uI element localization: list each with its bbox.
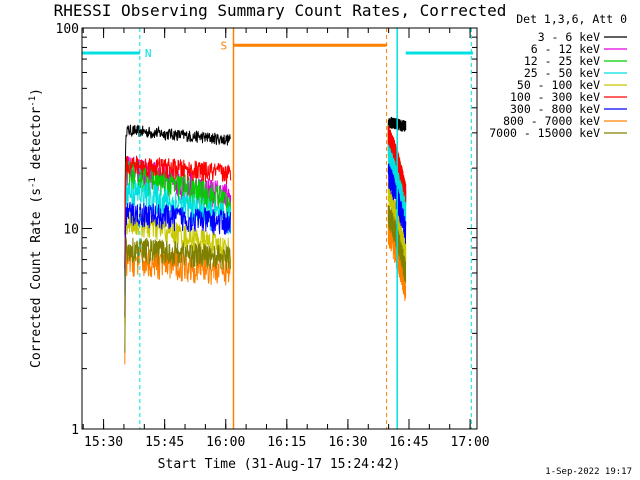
y-label-part: detector	[29, 107, 44, 178]
y-label-part: Corrected Count Rate (s	[29, 188, 44, 368]
x-tick-label: 16:15	[267, 435, 306, 450]
series-trace	[124, 201, 232, 318]
series-trace	[124, 155, 232, 269]
legend-entry-label: 12 - 25 keV	[524, 54, 600, 68]
y-label-superscript: -1	[28, 96, 38, 107]
marker-label: S	[220, 39, 227, 52]
series-trace	[124, 245, 232, 365]
y-axis-label: Corrected Count Rate (s-1 detector-1)	[28, 88, 44, 368]
x-axis-label: Start Time (31-Aug-17 15:24:42)	[158, 457, 401, 472]
x-tick-label: 16:00	[206, 435, 245, 450]
x-tick-label: 15:30	[84, 435, 123, 450]
x-tick-label: 17:00	[451, 435, 490, 450]
x-tick-label: 16:45	[389, 435, 428, 450]
y-tick-label: 10	[63, 223, 79, 238]
series-7000-15000-kev	[124, 204, 407, 353]
legend-entry-label: 50 - 100 keV	[517, 78, 600, 92]
series-trace	[124, 124, 231, 235]
legend-entry-label: 800 - 7000 keV	[503, 114, 600, 128]
legend-header: Det 1,3,6, Att 0	[516, 12, 627, 26]
y-tick-label: 1	[71, 423, 79, 438]
x-tick-label: 16:30	[328, 435, 367, 450]
legend-entry-label: 3 - 6 keV	[538, 30, 600, 44]
chart-title: RHESSI Observing Summary Count Rates, Co…	[54, 1, 507, 20]
y-label-part: )	[29, 88, 44, 96]
legend-entry-label: 6 - 12 keV	[531, 42, 600, 56]
legend-entry-label: 100 - 300 keV	[510, 90, 600, 104]
footer-date: 1-Sep-2022 19:17	[545, 467, 632, 477]
y-label-superscript: -1	[28, 177, 38, 188]
series-trace	[124, 210, 232, 326]
y-tick-label: 100	[56, 22, 79, 37]
marker-label: N	[145, 47, 152, 60]
legend-entry-label: 7000 - 15000 keV	[489, 126, 600, 140]
marker-s: S	[220, 28, 388, 429]
marker-n: N	[82, 28, 473, 429]
axes: 1 10 100 15:30 15:45 16:00 16:15 16:30 16:45 17:0…	[56, 22, 490, 450]
legend-entry-label: 300 - 800 keV	[510, 102, 600, 116]
series-trace	[124, 237, 232, 353]
plot-area: NS	[82, 28, 473, 429]
x-tick-label: 15:45	[145, 435, 184, 450]
legend-entry-label: 25 - 50 keV	[524, 66, 600, 80]
